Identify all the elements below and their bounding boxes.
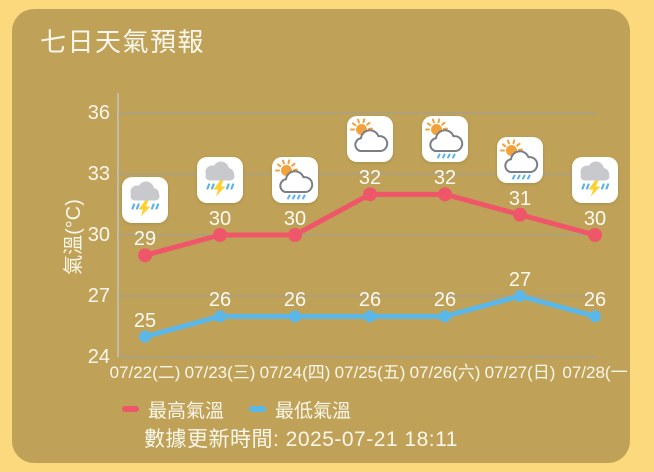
thunderstorm-glyph xyxy=(580,161,610,197)
weather-icon-sun-cloud-rain xyxy=(272,157,318,203)
y-tick-label: 36 xyxy=(87,102,110,124)
thunderstorm-glyph xyxy=(205,161,235,197)
min-temp-value-label: 25 xyxy=(133,309,157,332)
max-temp-point xyxy=(213,228,227,242)
thunderstorm-glyph xyxy=(130,181,160,217)
max-temp-point xyxy=(138,248,152,263)
weather-icon-sun-cloud-rain xyxy=(422,116,468,163)
min-temp-value-label: 27 xyxy=(508,269,532,291)
max-temp-value-label: 31 xyxy=(508,187,532,210)
min-temp-value-label: 26 xyxy=(358,289,382,312)
max-temp-point xyxy=(288,228,302,242)
chart-legend: 最高氣溫 最低氣溫 xyxy=(122,396,351,422)
min-temp-legend-label: 最低氣溫 xyxy=(275,400,352,422)
max-temp-value-label: 30 xyxy=(208,208,232,230)
max-temp-point xyxy=(438,187,452,202)
sun-cloud-rain-glyph xyxy=(500,139,539,180)
y-tick-label: 33 xyxy=(87,163,110,185)
max-temp-point xyxy=(363,187,377,202)
update-time-text: 數據更新時間: 2025-07-21 18:11 xyxy=(144,428,458,451)
page-title: 七日天氣預報 xyxy=(40,27,206,57)
max-temp-value-label: 30 xyxy=(583,208,607,230)
min-temp-point xyxy=(439,310,451,323)
x-axis-label: 07/22(二) xyxy=(109,363,181,382)
sun-cloud-glyph xyxy=(350,118,389,153)
min-temp-point xyxy=(289,310,301,323)
min-temp-point xyxy=(214,310,226,323)
max-temp-legend-dash-icon xyxy=(122,406,139,412)
y-tick-label: 24 xyxy=(87,346,110,368)
min-temp-value-label: 26 xyxy=(283,289,307,312)
weather-icon-thunderstorm xyxy=(572,157,618,203)
max-temp-value-label: 32 xyxy=(433,167,457,190)
min-temp-value-label: 26 xyxy=(208,289,232,312)
max-temp-value-label: 29 xyxy=(133,228,157,251)
sun-cloud-rain-glyph xyxy=(425,118,464,159)
x-axis-label: 07/23(三) xyxy=(184,363,256,382)
x-axis-label: 07/28(一 xyxy=(562,363,628,382)
min-temp-point xyxy=(514,290,526,302)
weather-icon-thunderstorm xyxy=(122,177,168,224)
x-axis-label: 07/26(六) xyxy=(409,363,481,382)
min-temp-value-label: 26 xyxy=(583,289,607,312)
sun-cloud-rain-glyph xyxy=(275,159,314,200)
y-tick-label: 27 xyxy=(87,285,110,307)
min-temp-point xyxy=(589,310,601,323)
max-temp-point xyxy=(513,207,527,222)
weather-icon-sun-cloud xyxy=(347,116,393,163)
weather-icon-thunderstorm xyxy=(197,157,243,203)
x-axis-label: 07/24(四) xyxy=(259,363,331,382)
min-temp-point xyxy=(139,330,151,343)
y-tick-label: 30 xyxy=(87,224,110,246)
weather-icon-sun-cloud-rain xyxy=(497,136,543,183)
min-temp-legend-dash-icon xyxy=(249,406,267,412)
min-temp-point xyxy=(364,310,376,323)
forecast-card: 七日天氣預報 氣溫(°C) 最高氣溫 最低氣溫 數據更新時間: 2025-07-… xyxy=(12,9,630,463)
temperature-line-chart xyxy=(117,93,602,358)
min-temp-value-label: 26 xyxy=(433,289,457,312)
max-temp-value-label: 32 xyxy=(358,167,382,190)
x-axis-label: 07/25(五) xyxy=(334,363,406,382)
x-axis-label: 07/27(日) xyxy=(484,363,556,382)
max-temp-legend-label: 最高氣溫 xyxy=(148,400,225,422)
max-temp-value-label: 30 xyxy=(283,208,307,230)
max-temp-point xyxy=(588,228,602,242)
